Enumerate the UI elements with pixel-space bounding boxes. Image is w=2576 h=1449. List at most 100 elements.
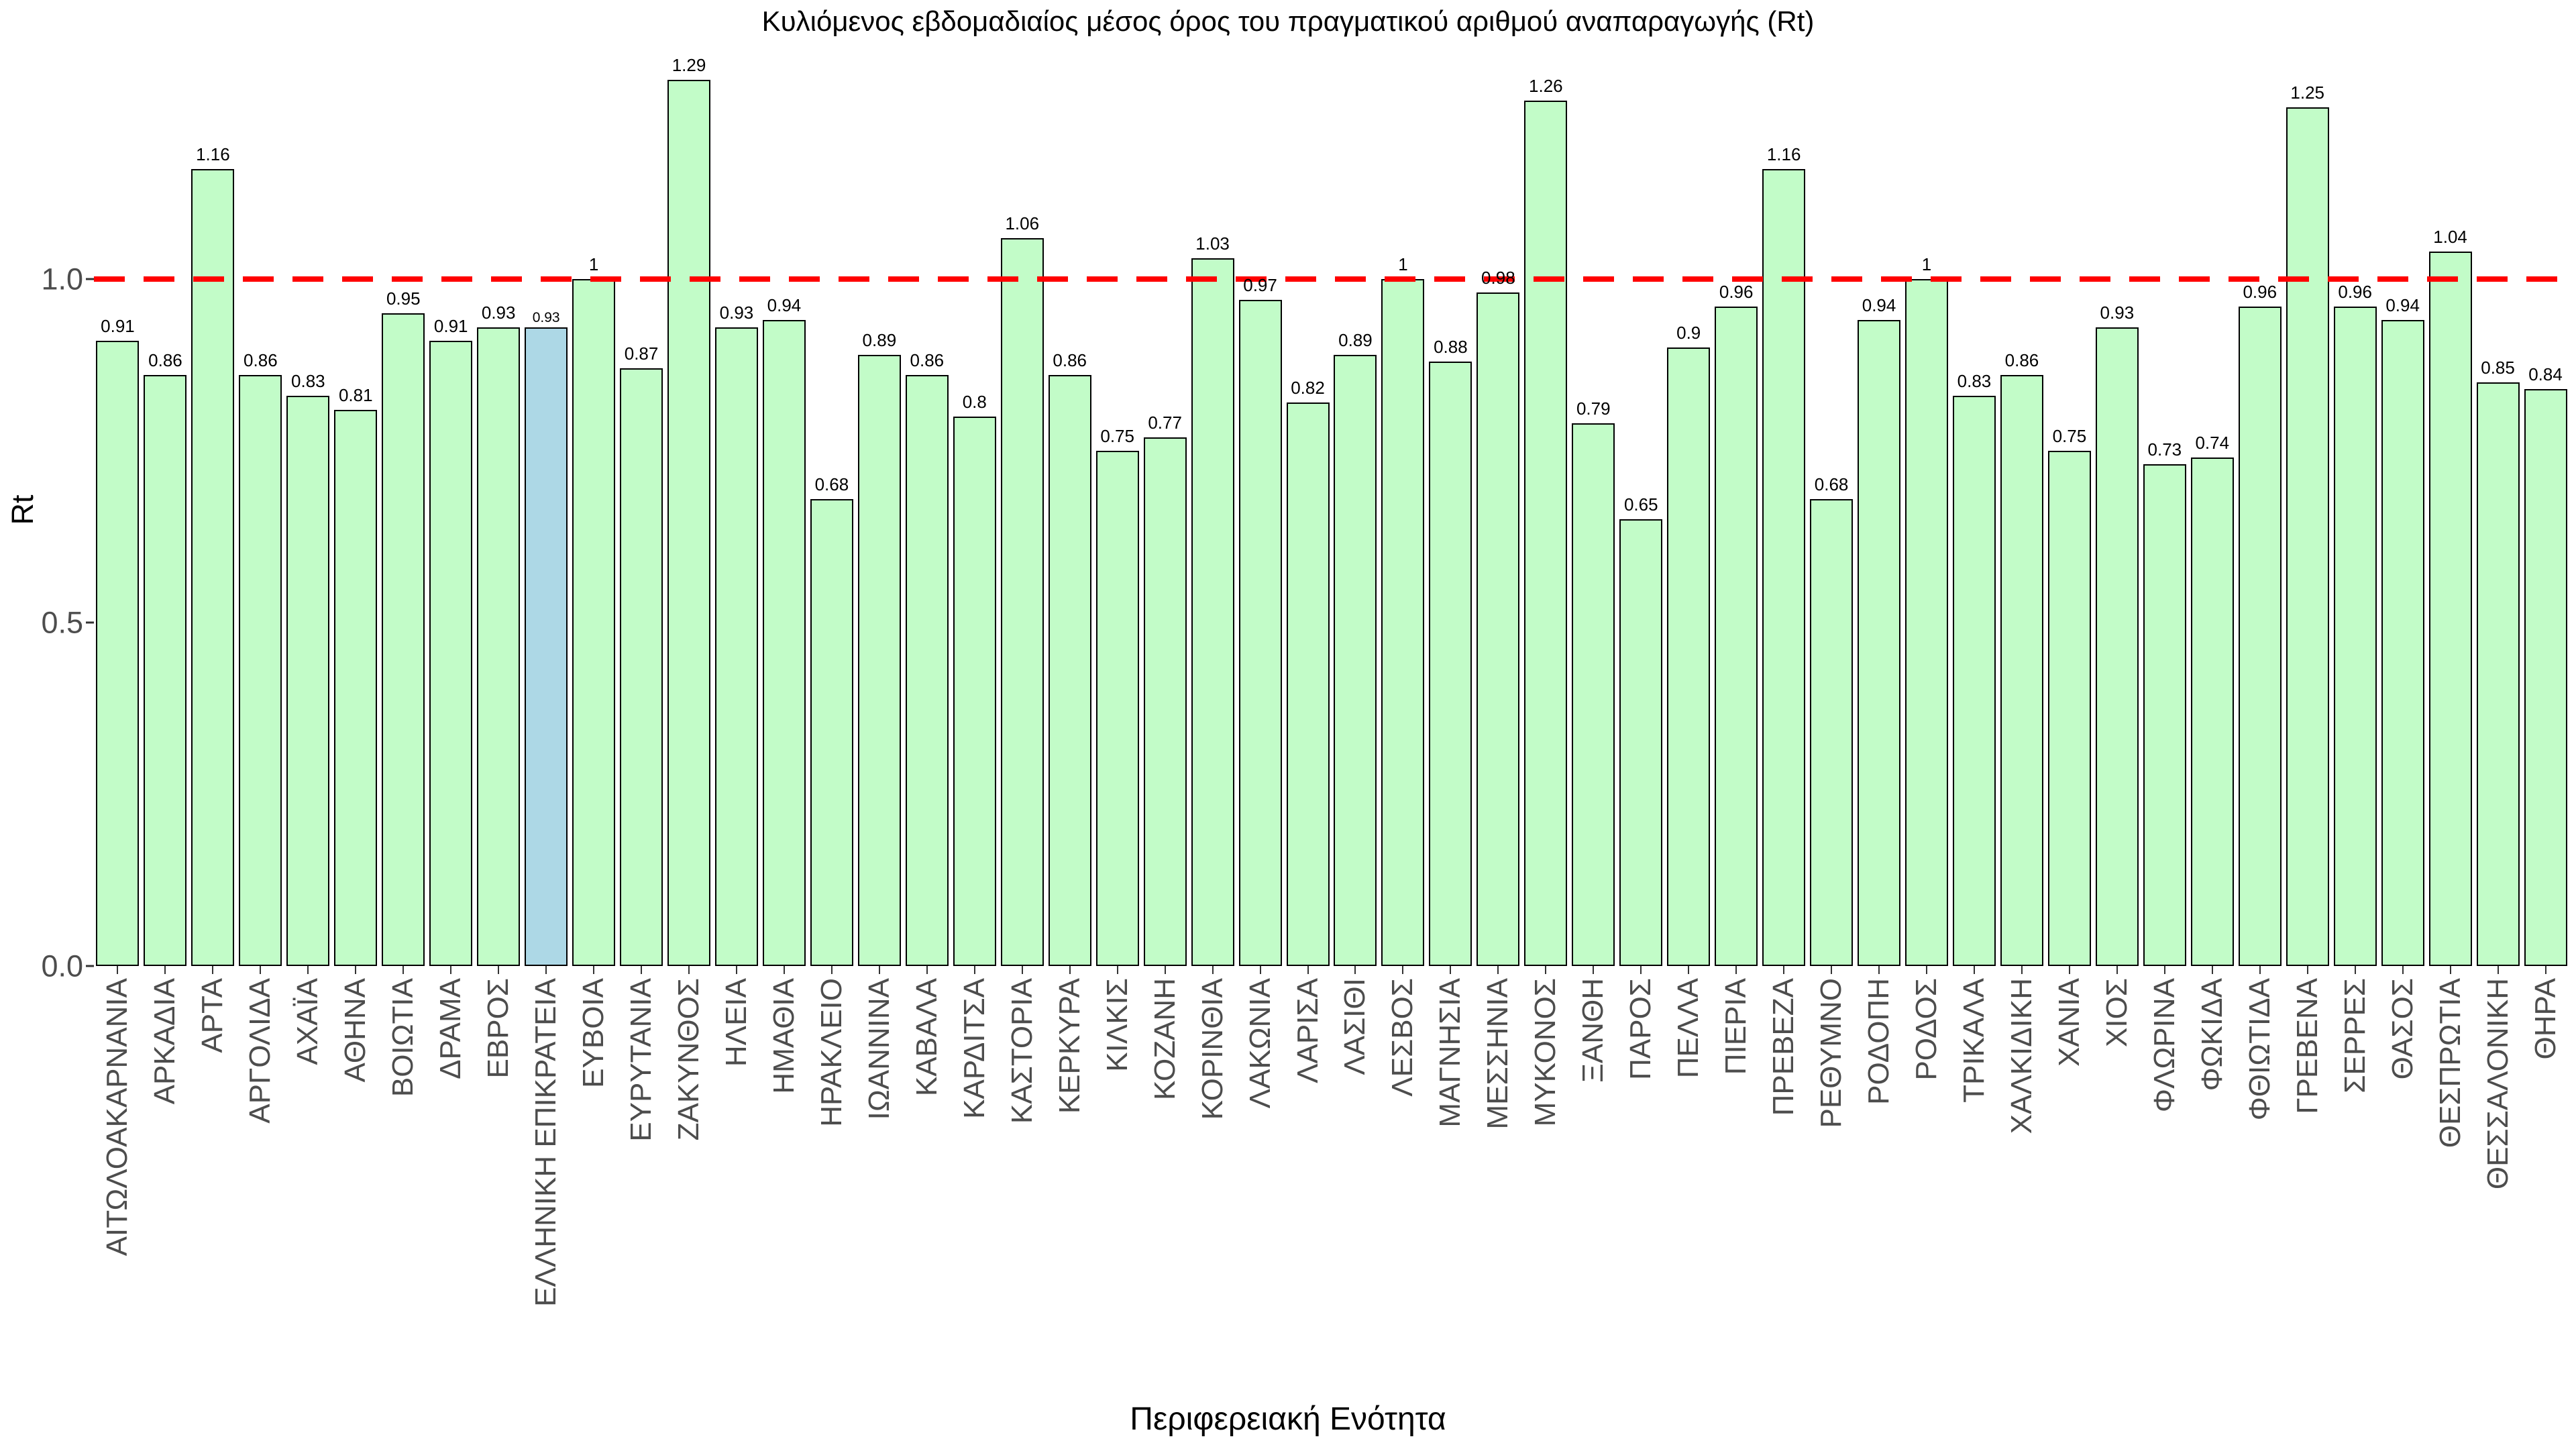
bar-value-label: 0.75 <box>2052 426 2087 446</box>
bar-ΧΑΝΙΑ[interactable] <box>2047 451 2091 966</box>
bar-ΡΕΘΥΜΝΟ[interactable] <box>1810 499 1854 966</box>
bar-ΗΛΕΙΑ[interactable] <box>714 327 758 966</box>
bar-ΠΕΛΛΑ[interactable] <box>1667 347 1711 966</box>
x-tick-mark <box>688 966 690 974</box>
x-tick-mark <box>1069 966 1071 974</box>
bar-ΘΑΣΟΣ[interactable] <box>2381 320 2424 966</box>
bar-ΚΑΣΤΟΡΙΑ[interactable] <box>1000 238 1044 966</box>
x-category-label-ΚΕΡΚΥΡΑ: ΚΕΡΚΥΡΑ <box>1053 978 1086 1114</box>
bar-ΚΕΡΚΥΡΑ[interactable] <box>1048 375 1091 966</box>
bar-ΚΟΡΙΝΘΙΑ[interactable] <box>1191 258 1234 966</box>
x-category-label-ΜΑΓΝΗΣΙΑ: ΜΑΓΝΗΣΙΑ <box>1434 978 1467 1128</box>
bar-value-label: 0.96 <box>2243 282 2277 302</box>
bar-ΜΥΚΟΝΟΣ[interactable] <box>1524 101 1568 966</box>
x-tick-mark <box>2306 966 2308 974</box>
bar-value-label: 0.82 <box>1291 378 1325 398</box>
bar-value-label: 0.91 <box>101 316 135 336</box>
bar-ΦΛΩΡΙΝΑ[interactable] <box>2143 464 2186 966</box>
bar-ΛΑΚΩΝΙΑ[interactable] <box>1238 300 1282 966</box>
bar-value-label: 0.94 <box>1862 295 1896 315</box>
x-category-label-ΦΘΙΩΤΙΔΑ: ΦΘΙΩΤΙΔΑ <box>2243 978 2276 1121</box>
x-tick-mark <box>2497 966 2499 974</box>
x-tick-mark <box>1831 966 1833 974</box>
x-category-label-ΔΡΑΜΑ: ΔΡΑΜΑ <box>434 978 468 1079</box>
x-tick-mark <box>1164 966 1166 974</box>
x-category-label-ΡΟΔΟΠΗ: ΡΟΔΟΠΗ <box>1862 978 1896 1105</box>
bar-ΞΑΝΘΗ[interactable] <box>1572 423 1615 966</box>
bar-value-label: 0.86 <box>2004 350 2039 370</box>
bar-ΜΑΓΝΗΣΙΑ[interactable] <box>1429 362 1472 966</box>
bar-ΕΒΡΟΣ[interactable] <box>477 327 521 966</box>
bar-ΚΑΡΔΙΤΣΑ[interactable] <box>953 417 996 966</box>
bar-value-label: 0.86 <box>244 350 278 370</box>
x-tick-mark <box>735 966 737 974</box>
bar-value-label: 0.85 <box>2481 358 2515 378</box>
bar-ΘΗΡΑ[interactable] <box>2524 389 2567 966</box>
bar-ΤΡΙΚΑΛΑ[interactable] <box>1952 396 1996 966</box>
bar-ΘΕΣΣΑΛΟΝΙΚΗ[interactable] <box>2476 382 2520 966</box>
bar-ΧΑΛΚΙΔΙΚΗ[interactable] <box>2000 375 2043 966</box>
bar-value-label: 1 <box>1921 254 1932 274</box>
reference-line-rt-1 <box>94 276 2569 282</box>
bar-ΘΕΣΠΡΩΤΙΑ[interactable] <box>2428 252 2472 966</box>
bar-value-label: 1.06 <box>1005 213 1040 233</box>
bar-value-label: 0.98 <box>1481 268 1515 288</box>
bar-ΑΧΑΪΑ[interactable] <box>286 396 330 966</box>
bar-ΙΩΑΝΝΙΝΑ[interactable] <box>857 355 901 966</box>
bar-ΜΕΣΣΗΝΙΑ[interactable] <box>1477 292 1520 966</box>
x-category-label-ΤΡΙΚΑΛΑ: ΤΡΙΚΑΛΑ <box>1957 978 1990 1103</box>
bar-ΔΡΑΜΑ[interactable] <box>429 341 473 966</box>
x-category-label-ΘΑΣΟΣ: ΘΑΣΟΣ <box>2385 978 2419 1080</box>
bar-ΑΙΤΩΛΟΑΚΑΡΝΑΝΙΑ[interactable] <box>96 341 140 966</box>
bar-ΣΕΡΡΕΣ[interactable] <box>2333 307 2377 966</box>
bar-ΒΟΙΩΤΙΑ[interactable] <box>382 313 425 966</box>
bar-ΕΥΡΥΤΑΝΙΑ[interactable] <box>620 368 663 966</box>
x-tick-mark <box>2402 966 2404 974</box>
bar-ΡΟΔΟΠΗ[interactable] <box>1858 320 1901 966</box>
bar-ΓΡΕΒΕΝΑ[interactable] <box>2286 107 2329 966</box>
x-category-label-ΑΡΓΟΛΙΔΑ: ΑΡΓΟΛΙΔΑ <box>244 978 277 1124</box>
bar-value-label: 0.83 <box>291 371 325 391</box>
bar-ΚΙΛΚΙΣ[interactable] <box>1095 451 1139 966</box>
x-category-label-ΜΥΚΟΝΟΣ: ΜΥΚΟΝΟΣ <box>1529 978 1562 1127</box>
bar-ΗΡΑΚΛΕΙΟ[interactable] <box>810 499 853 966</box>
bar-ΦΩΚΙΔΑ[interactable] <box>2190 458 2234 966</box>
x-tick-mark <box>450 966 452 974</box>
bar-ΠΡΕΒΕΖΑ[interactable] <box>1762 169 1806 966</box>
x-category-label-ΘΕΣΠΡΩΤΙΑ: ΘΕΣΠΡΩΤΙΑ <box>2433 978 2467 1148</box>
bar-value-label: 1.16 <box>1766 144 1801 164</box>
bar-ΚΑΒΑΛΑ[interactable] <box>905 375 949 966</box>
x-category-label-ΡΟΔΟΣ: ΡΟΔΟΣ <box>1910 978 1943 1081</box>
x-tick-mark <box>2211 966 2213 974</box>
bar-value-label: 1.03 <box>1195 233 1230 254</box>
x-tick-mark <box>1021 966 1023 974</box>
x-tick-mark <box>1926 966 1928 974</box>
y-tick-mark <box>86 278 94 280</box>
bar-ΠΑΡΟΣ[interactable] <box>1619 519 1663 966</box>
x-tick-mark <box>2068 966 2070 974</box>
bar-ΠΙΕΡΙΑ[interactable] <box>1715 307 1758 966</box>
bar-ΑΡΓΟΛΙΔΑ[interactable] <box>239 375 282 966</box>
bar-ΖΑΚΥΝΘΟΣ[interactable] <box>667 80 711 966</box>
bar-ΑΡΤΑ[interactable] <box>191 169 235 966</box>
bar-value-label: 0.73 <box>2147 439 2182 460</box>
bar-ΦΘΙΩΤΙΔΑ[interactable] <box>2238 307 2282 966</box>
bar-ΛΕΣΒΟΣ[interactable] <box>1381 279 1425 966</box>
bar-value-label: 0.75 <box>1100 426 1134 446</box>
bar-highlight-ΕΛΛΗΝΙΚΗ ΕΠΙΚΡΑΤΕΙΑ[interactable] <box>525 327 568 966</box>
bar-ΡΟΔΟΣ[interactable] <box>1905 279 1949 966</box>
bar-ΧΙΟΣ[interactable] <box>2095 327 2139 966</box>
bar-ΛΑΡΙΣΑ[interactable] <box>1286 402 1330 966</box>
bar-ΛΑΣΙΘΙ[interactable] <box>1334 355 1377 966</box>
bar-ΗΜΑΘΙΑ[interactable] <box>762 320 806 966</box>
bar-value-label: 0.97 <box>1243 275 1277 295</box>
x-tick-mark <box>402 966 405 974</box>
x-category-label-ΕΥΡΥΤΑΝΙΑ: ΕΥΡΥΤΑΝΙΑ <box>625 978 658 1142</box>
bar-ΑΡΚΑΔΙΑ[interactable] <box>144 375 187 966</box>
x-category-label-ΒΟΙΩΤΙΑ: ΒΟΙΩΤΙΑ <box>386 978 420 1097</box>
bar-ΕΥΒΟΙΑ[interactable] <box>572 279 616 966</box>
x-tick-mark <box>593 966 595 974</box>
bar-ΑΘΗΝΑ[interactable] <box>334 410 378 966</box>
bar-ΚΟΖΑΝΗ[interactable] <box>1143 437 1187 966</box>
